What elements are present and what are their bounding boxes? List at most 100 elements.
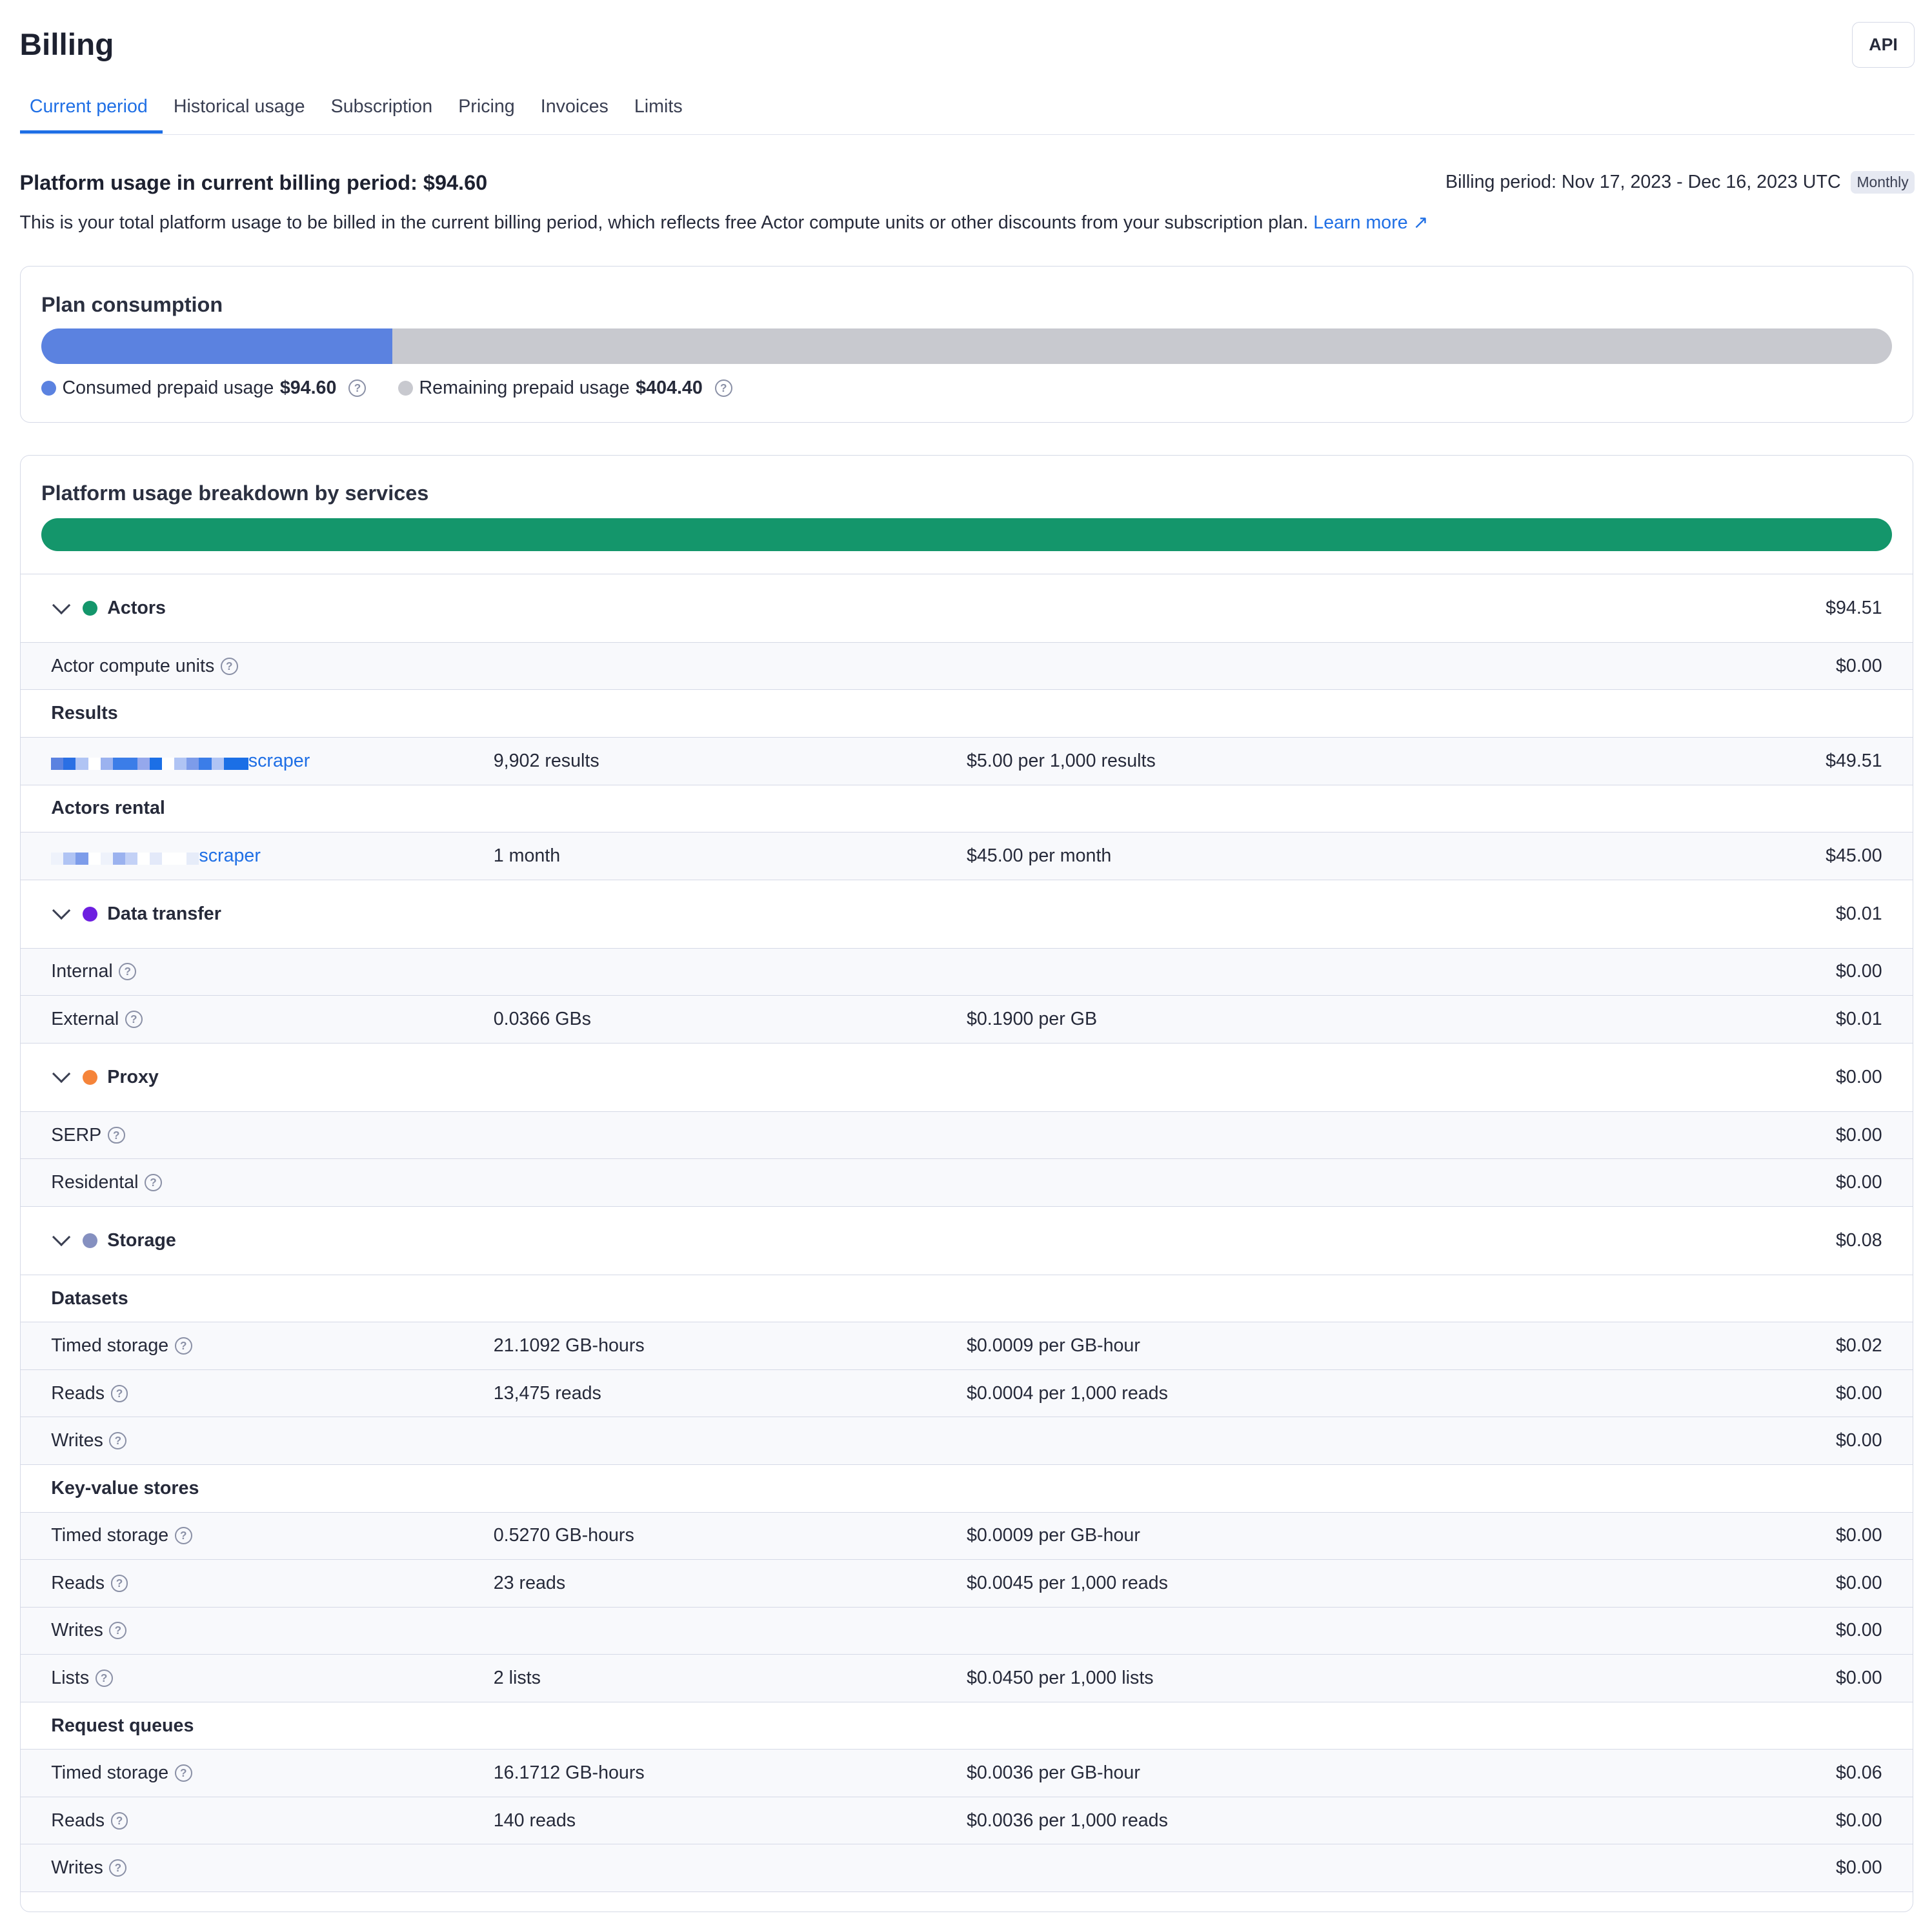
chevron-down-icon[interactable] (52, 596, 71, 614)
row-amount: $0.00 (1836, 1857, 1882, 1879)
row-label: Reads? (51, 1810, 128, 1831)
row-unit-price: $0.0036 per 1,000 reads (966, 1810, 1168, 1831)
row-label-text: Timed storage (51, 1525, 169, 1546)
row-label: Residental? (51, 1172, 162, 1193)
help-icon[interactable]: ? (119, 963, 137, 981)
row-label: Actor compute units? (51, 656, 238, 677)
table-row: Writes? $0.00 (20, 1844, 1913, 1892)
row-amount: $0.00 (1836, 1810, 1882, 1831)
row-quantity: 16.1712 GB-hours (493, 1762, 645, 1784)
row-quantity: 1 month (493, 845, 561, 866)
plan-consumption-bar (41, 328, 1892, 365)
section-row-actors[interactable]: Actors $94.51 (20, 574, 1913, 643)
row-amount: $0.00 (1836, 1382, 1882, 1404)
help-icon[interactable]: ? (109, 1432, 127, 1450)
remaining-dot-icon (398, 381, 413, 396)
external-link-icon: ↗ (1413, 212, 1429, 233)
group-row: Datasets (20, 1275, 1913, 1323)
row-amount: $0.00 (1836, 1620, 1882, 1641)
group-row: Results (20, 690, 1913, 738)
row-amount: $0.00 (1836, 961, 1882, 982)
row-quantity: 13,475 reads (493, 1382, 601, 1404)
row-label-text: Results (51, 703, 118, 724)
row-unit-price: $0.0036 per GB-hour (966, 1762, 1140, 1784)
tab-current-period[interactable]: Current period (19, 86, 163, 134)
help-icon[interactable]: ? (107, 1126, 125, 1144)
status-dot-icon (83, 1069, 97, 1085)
table-row: Writes? $0.00 (20, 1607, 1913, 1655)
help-icon[interactable]: ? (110, 1574, 128, 1592)
help-icon[interactable]: ? (110, 1384, 128, 1402)
help-icon[interactable]: ? (95, 1670, 113, 1687)
tab-invoices[interactable]: Invoices (540, 96, 609, 117)
row-label: SERP? (51, 1125, 125, 1146)
breakdown-table: Actors $94.51 Actor compute units? $0.00 Res… (20, 573, 1913, 1892)
plan-consumption-card: Plan consumption Consumed prepaid usage $… (19, 266, 1914, 423)
consumed-dot-icon (41, 381, 56, 396)
chevron-down-icon[interactable] (52, 1228, 71, 1247)
row-label-text: Key-value stores (51, 1477, 199, 1498)
row-label: Reads? (51, 1383, 128, 1404)
row-label: Datasets (51, 1288, 128, 1309)
actor-link[interactable]: scraper (199, 845, 261, 866)
help-icon[interactable]: ? (109, 1859, 127, 1877)
help-icon[interactable]: ? (174, 1527, 192, 1545)
row-amount: $0.00 (1836, 1572, 1882, 1593)
tab-limits[interactable]: Limits (634, 96, 683, 117)
section-row-proxy[interactable]: Proxy $0.00 (20, 1043, 1913, 1112)
row-label-text: Writes (51, 1620, 103, 1641)
table-row: Timed storage? 21.1092 GB-hours $0.0009 pe… (20, 1322, 1913, 1370)
row-label-text: Reads (51, 1572, 105, 1593)
row-label: Timed storage? (51, 1762, 192, 1784)
row-label[interactable]: scraper (51, 751, 310, 772)
row-label: Writes? (51, 1620, 127, 1641)
section-amount: $0.00 (1836, 1066, 1882, 1087)
row-amount: $45.00 (1826, 845, 1882, 866)
help-icon[interactable]: ? (348, 379, 367, 398)
api-button[interactable]: API (1851, 22, 1915, 68)
chevron-down-icon[interactable] (52, 1065, 71, 1084)
help-icon[interactable]: ? (714, 379, 732, 398)
chevron-down-icon[interactable] (52, 902, 71, 920)
description-text: This is your total platform usage to be … (19, 212, 1309, 233)
section-name: Proxy (107, 1066, 159, 1087)
table-row: Reads? 23 reads $0.0045 per 1,000 reads $0.… (20, 1560, 1913, 1608)
row-quantity: 23 reads (493, 1572, 566, 1593)
row-amount: $0.00 (1836, 1430, 1882, 1451)
help-icon[interactable]: ? (174, 1764, 192, 1782)
row-amount: $0.06 (1836, 1762, 1882, 1784)
row-unit-price: $45.00 per month (966, 845, 1112, 866)
help-icon[interactable]: ? (145, 1174, 162, 1191)
row-label: Results (51, 703, 117, 724)
help-icon[interactable]: ? (109, 1622, 127, 1640)
learn-more-link[interactable]: Learn more ↗ (1313, 212, 1429, 233)
plan-legend: Consumed prepaid usage $94.60? Remaining … (41, 378, 732, 399)
help-icon[interactable]: ? (110, 1811, 128, 1830)
row-quantity: 0.0366 GBs (493, 1008, 591, 1029)
row-label: Timed storage? (51, 1335, 192, 1357)
row-label[interactable]: scraper (51, 845, 261, 867)
section-name: Data transfer (107, 903, 221, 924)
row-amount: $0.01 (1836, 1008, 1882, 1029)
tab-pricing[interactable]: Pricing (458, 96, 515, 117)
tab-subscription[interactable]: Subscription (330, 96, 433, 117)
redacted-actor-name (51, 852, 199, 865)
tab-historical-usage[interactable]: Historical usage (173, 96, 305, 117)
row-label-text: Timed storage (51, 1762, 169, 1784)
section-row-data-transfer[interactable]: Data transfer $0.01 (20, 880, 1913, 949)
plan-consumption-title: Plan consumption (41, 292, 223, 316)
help-icon[interactable]: ? (174, 1337, 192, 1355)
actor-link[interactable]: scraper (248, 750, 310, 771)
row-label-text: Internal (51, 961, 113, 982)
status-dot-icon (83, 906, 97, 922)
row-label-text: Request queues (51, 1715, 194, 1736)
row-label-text: Lists (51, 1667, 90, 1688)
usage-description: This is your total platform usage to be … (20, 211, 1429, 234)
section-row-storage[interactable]: Storage $0.08 (20, 1206, 1913, 1275)
help-icon[interactable]: ? (125, 1010, 143, 1028)
section-label: Actors (51, 596, 166, 619)
section-label: Proxy (51, 1065, 159, 1088)
row-label: External? (51, 1009, 143, 1030)
row-amount: $0.02 (1836, 1335, 1882, 1357)
help-icon[interactable]: ? (220, 657, 238, 675)
